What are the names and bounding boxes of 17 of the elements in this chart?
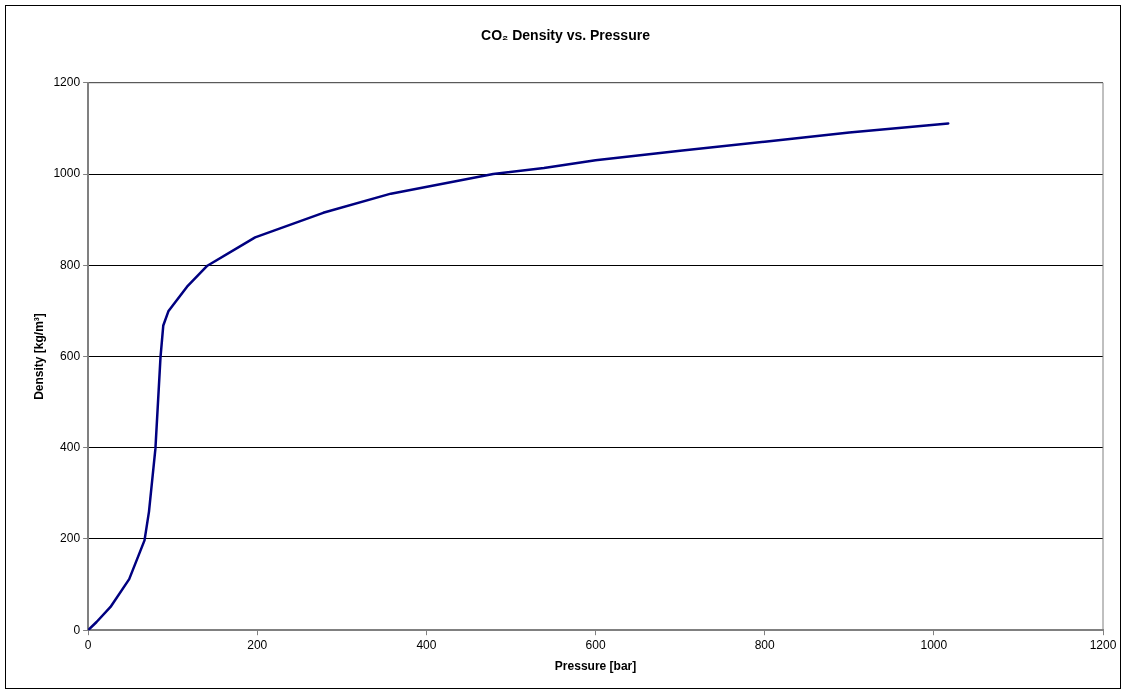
y-axis-title: Density [kg/m³] (31, 313, 46, 400)
chart-title: CO₂ Density vs. Pressure (481, 27, 651, 44)
x-tick-label: 400 (416, 637, 437, 652)
y-tick-label: 200 (60, 531, 81, 546)
y-tick-label: 1200 (53, 75, 81, 90)
x-tick-label: 200 (247, 637, 268, 652)
y-tick-label: 400 (60, 440, 81, 455)
x-tick-label: 0 (84, 637, 92, 652)
y-tick-label: 1000 (53, 166, 81, 181)
x-tick-label: 1200 (1089, 637, 1117, 652)
y-tick-label: 800 (60, 257, 81, 272)
x-axis-title: Pressure [bar] (554, 659, 637, 674)
x-tick-label: 1000 (920, 637, 948, 652)
y-tick-label: 600 (60, 348, 81, 363)
x-tick-label: 600 (585, 637, 606, 652)
y-tick-label: 0 (73, 622, 81, 637)
x-tick-label: 800 (754, 637, 776, 652)
